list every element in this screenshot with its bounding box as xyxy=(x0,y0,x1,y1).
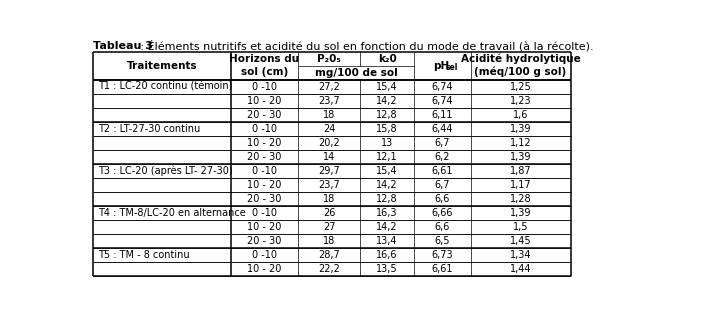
Text: 20,2: 20,2 xyxy=(319,138,340,148)
Text: 20 - 30: 20 - 30 xyxy=(247,152,282,162)
Text: 23,7: 23,7 xyxy=(319,180,340,190)
Text: 15,4: 15,4 xyxy=(377,166,398,176)
Text: 18: 18 xyxy=(323,194,336,204)
Text: : Éléments nutritifs et acidité du sol en fonction du mode de travail (à la réco: : Éléments nutritifs et acidité du sol e… xyxy=(137,40,594,52)
Text: T4 : TM-8/LC-20 en alternance: T4 : TM-8/LC-20 en alternance xyxy=(98,208,246,218)
Text: 20 - 30: 20 - 30 xyxy=(247,110,282,120)
Text: 6,73: 6,73 xyxy=(432,250,453,260)
Text: 24: 24 xyxy=(323,124,336,134)
Text: mg/100 de sol: mg/100 de sol xyxy=(315,68,397,78)
Text: 12,8: 12,8 xyxy=(377,194,398,204)
Text: 0 -10: 0 -10 xyxy=(252,82,277,92)
Text: 18: 18 xyxy=(323,236,336,246)
Text: 6,61: 6,61 xyxy=(432,264,453,274)
Text: 6,66: 6,66 xyxy=(432,208,453,218)
Text: 1,6: 1,6 xyxy=(513,110,528,120)
Text: 6,44: 6,44 xyxy=(432,124,453,134)
Text: P₂0₅: P₂0₅ xyxy=(317,54,341,64)
Text: 6,61: 6,61 xyxy=(432,166,453,176)
Text: 6,2: 6,2 xyxy=(435,152,450,162)
Text: 12,8: 12,8 xyxy=(377,110,398,120)
Text: 16,3: 16,3 xyxy=(377,208,398,218)
Text: 6,11: 6,11 xyxy=(432,110,453,120)
Text: 1,39: 1,39 xyxy=(510,124,532,134)
Text: 6,7: 6,7 xyxy=(435,180,450,190)
Text: T3 : LC-20 (après LT- 27-30): T3 : LC-20 (après LT- 27-30) xyxy=(98,165,232,176)
Text: 1,28: 1,28 xyxy=(510,194,532,204)
Text: 14,2: 14,2 xyxy=(377,222,398,232)
Text: T2 : LT-27-30 continu: T2 : LT-27-30 continu xyxy=(98,124,200,134)
Text: 10 - 20: 10 - 20 xyxy=(247,222,282,232)
Text: 27: 27 xyxy=(323,222,336,232)
Text: 0 -10: 0 -10 xyxy=(252,124,277,134)
Text: 13,4: 13,4 xyxy=(377,236,398,246)
Text: Tableau 3: Tableau 3 xyxy=(93,41,153,51)
Text: 6,6: 6,6 xyxy=(435,194,450,204)
Text: 14,2: 14,2 xyxy=(377,96,398,106)
Text: 1,39: 1,39 xyxy=(510,152,532,162)
Text: 12,1: 12,1 xyxy=(377,152,398,162)
Text: 28,7: 28,7 xyxy=(319,250,340,260)
Text: 0 -10: 0 -10 xyxy=(252,208,277,218)
Text: 1,87: 1,87 xyxy=(510,166,532,176)
Text: 18: 18 xyxy=(323,110,336,120)
Text: 6,74: 6,74 xyxy=(432,82,453,92)
Text: 6,74: 6,74 xyxy=(432,96,453,106)
Text: Horizons du
sol (cm): Horizons du sol (cm) xyxy=(229,55,299,77)
Text: 15,8: 15,8 xyxy=(377,124,398,134)
Text: 1,17: 1,17 xyxy=(510,180,532,190)
Text: 26: 26 xyxy=(323,208,336,218)
Text: 10 - 20: 10 - 20 xyxy=(247,180,282,190)
Text: 20 - 30: 20 - 30 xyxy=(247,194,282,204)
Text: 6,7: 6,7 xyxy=(435,138,450,148)
Text: 6,5: 6,5 xyxy=(435,236,450,246)
Text: 10 - 20: 10 - 20 xyxy=(247,96,282,106)
Text: 1,34: 1,34 xyxy=(510,250,532,260)
Text: 14,2: 14,2 xyxy=(377,180,398,190)
Text: 1,44: 1,44 xyxy=(510,264,532,274)
Text: 15,4: 15,4 xyxy=(377,82,398,92)
Text: 13: 13 xyxy=(381,138,393,148)
Text: 0 -10: 0 -10 xyxy=(252,250,277,260)
Text: 1,5: 1,5 xyxy=(513,222,528,232)
Text: 16,6: 16,6 xyxy=(377,250,398,260)
Text: 6,6: 6,6 xyxy=(435,222,450,232)
Text: 23,7: 23,7 xyxy=(319,96,340,106)
Text: 27,2: 27,2 xyxy=(318,82,340,92)
Text: 1,23: 1,23 xyxy=(510,96,532,106)
Text: 13,5: 13,5 xyxy=(377,264,398,274)
Text: pH: pH xyxy=(433,61,450,71)
Text: k₂0: k₂0 xyxy=(378,54,396,64)
Text: T1 : LC-20 continu (témoin): T1 : LC-20 continu (témoin) xyxy=(98,82,232,92)
Text: 10 - 20: 10 - 20 xyxy=(247,264,282,274)
Text: 10 - 20: 10 - 20 xyxy=(247,138,282,148)
Text: 0 -10: 0 -10 xyxy=(252,166,277,176)
Text: Acidité hydrolytique
(méq/100 g sol): Acidité hydrolytique (méq/100 g sol) xyxy=(461,54,581,77)
Text: 29,7: 29,7 xyxy=(319,166,340,176)
Text: T5 : TM - 8 continu: T5 : TM - 8 continu xyxy=(98,250,190,260)
Text: 22,2: 22,2 xyxy=(318,264,340,274)
Text: 1,12: 1,12 xyxy=(510,138,532,148)
Text: 1,25: 1,25 xyxy=(510,82,532,92)
Text: 20 - 30: 20 - 30 xyxy=(247,236,282,246)
Text: 14: 14 xyxy=(323,152,336,162)
Text: Traitements: Traitements xyxy=(127,61,198,71)
Text: 1,45: 1,45 xyxy=(510,236,532,246)
Text: sel: sel xyxy=(445,63,458,72)
Text: 1,39: 1,39 xyxy=(510,208,532,218)
